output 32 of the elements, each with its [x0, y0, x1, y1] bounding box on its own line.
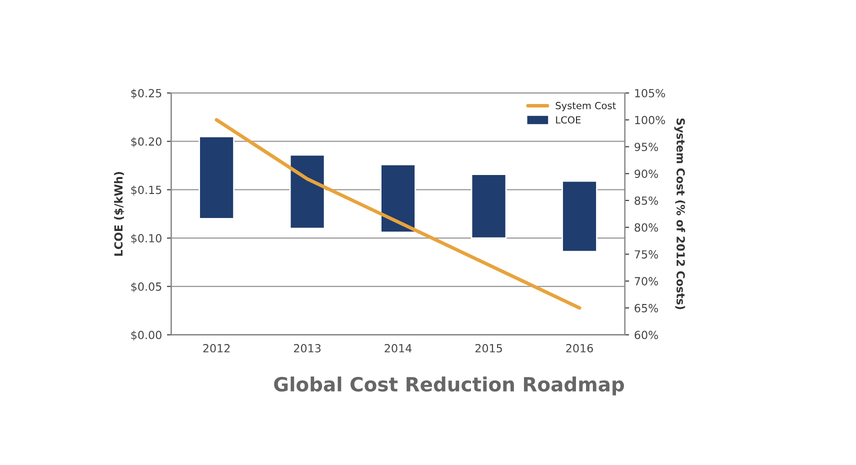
bar: [470, 174, 507, 239]
x-tick-label: 2014: [384, 344, 412, 352]
bar: [562, 180, 598, 252]
y2-tick-label: 105%: [635, 88, 666, 98]
bar: [289, 154, 326, 230]
y2-tick-label: 95%: [634, 142, 658, 152]
y2-tick-label: 70%: [634, 277, 658, 286]
y2-tick-label: 75%: [634, 250, 658, 259]
y2-tick-label: 100%: [635, 116, 666, 124]
legend-label: System Cost: [556, 102, 616, 112]
legend-label: LCOE: [556, 116, 581, 124]
x-tick-label: 2013: [294, 344, 321, 352]
y-tick-label: $0.20: [131, 137, 162, 148]
y-tick-label: $0.05: [131, 282, 162, 292]
x-tick-label: 2016: [566, 344, 593, 352]
y2-tick-label: 90%: [634, 170, 658, 178]
y-tick-label: $0.10: [131, 234, 162, 244]
y-tick-label: $0.25: [131, 88, 162, 99]
bar: [380, 164, 416, 233]
x-tick-label: 2012: [203, 344, 230, 352]
y2-tick-label: 65%: [634, 304, 658, 312]
bar: [198, 136, 235, 220]
y2-tick-label: 60%: [634, 330, 658, 340]
y2-tick-label: 80%: [634, 223, 658, 232]
x-tick-label: 2015: [475, 344, 502, 352]
y2-tick-label: 85%: [634, 196, 658, 205]
y-tick-label: $0.15: [131, 186, 162, 196]
y2-axis-title: System Cost (% of 2012 Costs): [674, 118, 686, 310]
text: Global Cost Reduction Roadmap: [274, 376, 624, 396]
line-series: [214, 118, 582, 310]
y-axis-title: LCOE ($/kWh): [114, 172, 124, 256]
y-tick-label: $0.00: [131, 330, 162, 341]
